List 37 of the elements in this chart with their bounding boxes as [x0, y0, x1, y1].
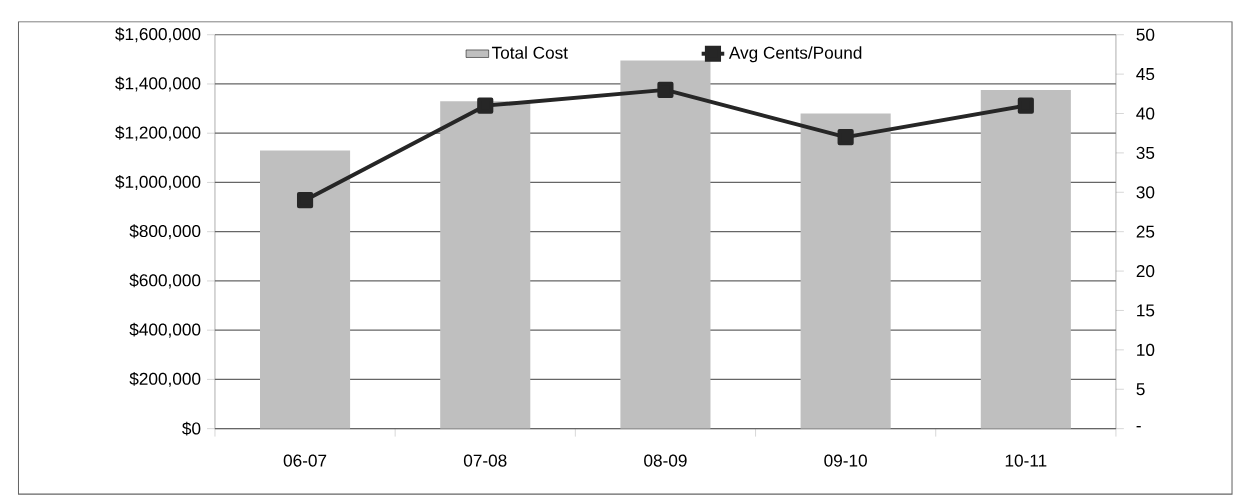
- y2-tick-label: 25: [1136, 225, 1155, 238]
- y2-tick-label: 10: [1137, 343, 1155, 356]
- y-tick-label: $200,000: [129, 371, 201, 387]
- y-tick-label: $1,400,000: [115, 76, 201, 92]
- y-tick-label: $1,200,000: [115, 125, 201, 141]
- y-tick-label: $400,000: [129, 322, 201, 338]
- point: [477, 97, 494, 114]
- x-tick-label: 08-09: [644, 454, 687, 467]
- y-tick-label: $0: [182, 421, 201, 436]
- bar: [620, 60, 711, 429]
- point: [657, 81, 674, 98]
- y2-tick-label: 30: [1136, 186, 1155, 199]
- point: [296, 192, 314, 209]
- y2-tick-label: 40: [1136, 107, 1155, 120]
- bar: [260, 150, 351, 429]
- point: [837, 129, 854, 146]
- y2-tick-label: 45: [1136, 68, 1155, 81]
- x-tick-label: 09-10: [824, 454, 867, 467]
- y2-tick-label: -: [1136, 425, 1141, 428]
- x-tick-label: 06-07: [283, 454, 327, 467]
- x-tick-label: 10-11: [1005, 454, 1047, 467]
- y-tick-label: $1,000,000: [115, 174, 201, 190]
- y2-tick-label: 20: [1136, 264, 1155, 278]
- legend-label: Total Cost: [491, 46, 568, 59]
- bar: [800, 113, 891, 429]
- bar: [440, 101, 531, 429]
- bar: [980, 90, 1071, 429]
- y-tick-label: $800,000: [129, 224, 201, 240]
- point: [1017, 97, 1034, 114]
- legend-label: Avg Cents/Pound: [728, 46, 862, 63]
- y2-tick-label: 50: [1136, 28, 1155, 41]
- y2-tick-label: 35: [1136, 146, 1155, 159]
- y2-tick-label: 15: [1137, 304, 1155, 317]
- y2-tick-label: 5: [1136, 383, 1145, 396]
- y-tick-label: $600,000: [129, 273, 201, 289]
- y-tick-label: $1,600,000: [115, 27, 201, 43]
- x-tick-label: 07-08: [463, 454, 507, 467]
